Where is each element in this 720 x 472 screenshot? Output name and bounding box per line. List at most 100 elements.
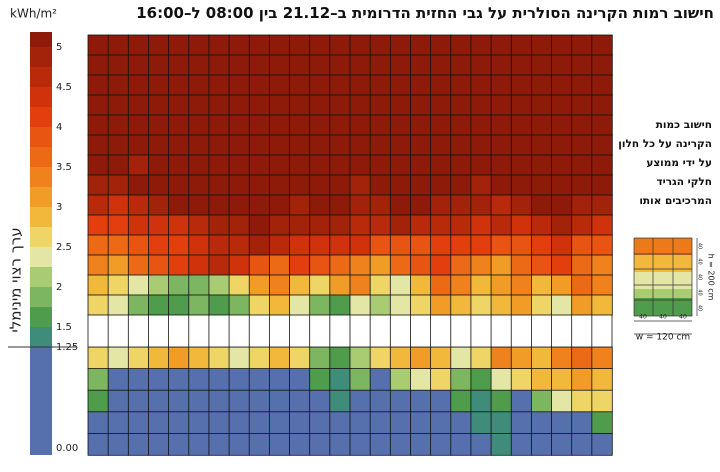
heatmap-cell: [410, 94, 432, 116]
heatmap-cell: [228, 174, 250, 196]
heatmap-cell: [430, 134, 452, 156]
heatmap-cell: [208, 34, 230, 56]
heatmap-cell: [551, 114, 573, 136]
heatmap-cell: [148, 346, 170, 370]
heatmap-cell: [510, 214, 533, 236]
heatmap-cell: [450, 294, 472, 316]
heatmap-cell: [309, 194, 331, 216]
heatmap-cell: [188, 254, 210, 276]
heatmap-cell: [188, 432, 210, 456]
heatmap-cell: [389, 114, 412, 136]
heatmap-cell: [369, 274, 392, 296]
heatmap-cell: [389, 54, 412, 76]
heatmap-cell: [188, 174, 210, 196]
heatmap-cell: [349, 174, 371, 196]
heatmap-cell: [248, 432, 271, 456]
heatmap-cell: [107, 94, 130, 116]
heatmap-cell: [410, 174, 432, 196]
heatmap-cell: [551, 346, 573, 370]
heatmap-cell: [289, 411, 311, 435]
diagram-width-label: 40: [659, 314, 667, 321]
heatmap-cell: [530, 234, 553, 256]
heatmap-cell: [228, 154, 250, 176]
heatmap-cell: [510, 368, 533, 391]
heatmap-cell: [490, 94, 512, 116]
diagram-cell: [634, 289, 692, 298]
heatmap-cell: [329, 294, 351, 316]
colorbar-band: [30, 247, 52, 267]
heatmap-cell: [228, 234, 250, 256]
heatmap-cell: [490, 389, 512, 413]
annotation-line: חישוב כמות: [655, 119, 712, 131]
diagram-cell: [634, 238, 692, 255]
heatmap-cell: [268, 214, 291, 236]
heatmap-cell: [208, 346, 230, 370]
heatmap-cell: [470, 214, 492, 236]
heatmap-cell: [430, 154, 452, 176]
heatmap-cell: [289, 74, 311, 96]
heatmap-cell: [530, 274, 553, 296]
heatmap-cell: [571, 432, 593, 456]
heatmap-cell: [591, 194, 613, 216]
heatmap-cell: [369, 54, 392, 76]
heatmap-cell: [571, 54, 593, 76]
heatmap-cell: [410, 134, 432, 156]
heatmap-cell: [571, 274, 593, 296]
heatmap-cell: [87, 154, 109, 176]
heatmap-cell: [389, 94, 412, 116]
heatmap-cell: [389, 234, 412, 256]
heatmap-cell: [228, 134, 250, 156]
heatmap-cell: [470, 368, 492, 391]
heatmap-cell: [510, 194, 533, 216]
heatmap-cell: [168, 174, 190, 196]
heatmap-cell: [430, 34, 452, 56]
heatmap-cell: [127, 274, 150, 296]
heatmap-cell: [551, 74, 573, 96]
heatmap-cell: [389, 174, 412, 196]
heatmap-cell: [268, 411, 291, 435]
heatmap-cell: [510, 346, 533, 370]
heatmap-cell: [289, 214, 311, 236]
heatmap-cell: [450, 346, 472, 370]
heatmap-cell: [208, 214, 230, 236]
heatmap-cell: [208, 114, 230, 136]
heatmap-cell: [410, 54, 432, 76]
heatmap-cell: [329, 54, 351, 76]
heatmap-cell: [188, 94, 210, 116]
heatmap-cell: [571, 294, 593, 316]
heatmap-cell: [107, 174, 130, 196]
heatmap-cell: [248, 74, 271, 96]
colorbar-band: [30, 87, 52, 107]
heatmap-cell: [510, 411, 533, 435]
heatmap-cell: [309, 174, 331, 196]
heatmap-cell: [87, 274, 109, 296]
heatmap-cell: [107, 274, 130, 296]
heatmap-cell: [349, 54, 371, 76]
heatmap-cell: [369, 214, 392, 236]
heatmap-cell: [349, 274, 371, 296]
heatmap-cell: [470, 134, 492, 156]
heatmap-cell: [510, 154, 533, 176]
heatmap-cell: [309, 368, 331, 391]
heatmap-cell: [530, 254, 553, 276]
heatmap-cell: [329, 114, 351, 136]
heatmap-cell: [591, 214, 613, 236]
heatmap-cell: [168, 411, 190, 435]
heatmap-cell: [188, 214, 210, 236]
heatmap-cell: [127, 194, 150, 216]
heatmap-cell: [490, 411, 512, 435]
colorbar-tick-label: 1.5: [56, 322, 72, 333]
diagram-cell: [634, 255, 692, 272]
heatmap-cell: [450, 74, 472, 96]
heatmap-cell: [591, 346, 613, 370]
heatmap-cell: [551, 294, 573, 316]
heatmap-cell: [148, 114, 170, 136]
heatmap-cell: [148, 254, 170, 276]
heatmap-cell: [470, 74, 492, 96]
heatmap-cell: [591, 174, 613, 196]
heatmap-cell: [551, 54, 573, 76]
heatmap-cell: [571, 94, 593, 116]
heatmap-cell: [349, 194, 371, 216]
heatmap-cell: [329, 368, 351, 391]
